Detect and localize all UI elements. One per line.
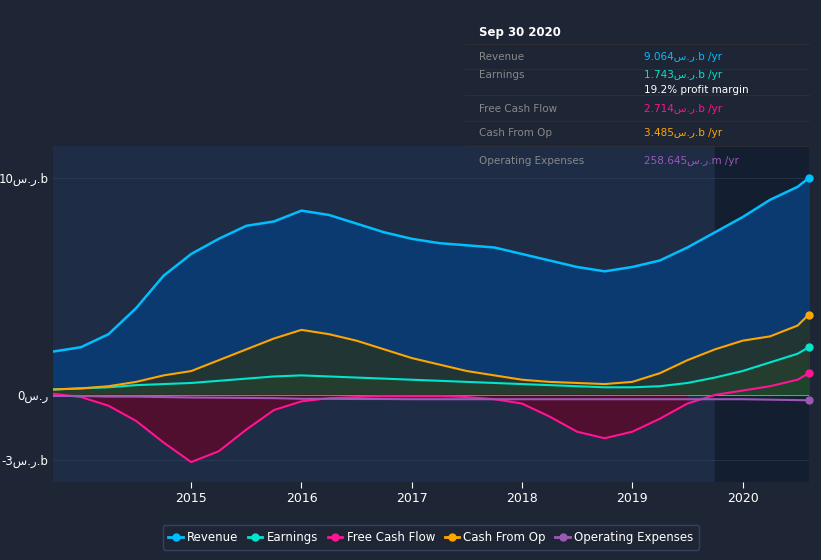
Text: 3.485س.ر.b /yr: 3.485س.ر.b /yr	[644, 128, 722, 138]
Text: Free Cash Flow: Free Cash Flow	[479, 104, 557, 114]
Text: Cash From Op: Cash From Op	[479, 128, 552, 138]
Text: Operating Expenses: Operating Expenses	[479, 156, 584, 166]
Text: 1.743س.ر.b /yr: 1.743س.ر.b /yr	[644, 70, 722, 80]
Text: 19.2% profit margin: 19.2% profit margin	[644, 85, 749, 95]
Text: 9.064س.ر.b /yr: 9.064س.ر.b /yr	[644, 52, 722, 62]
Text: 2.714س.ر.b /yr: 2.714س.ر.b /yr	[644, 104, 722, 114]
Text: Earnings: Earnings	[479, 70, 525, 80]
Legend: Revenue, Earnings, Free Cash Flow, Cash From Op, Operating Expenses: Revenue, Earnings, Free Cash Flow, Cash …	[163, 525, 699, 549]
Text: Revenue: Revenue	[479, 52, 524, 62]
Text: 258.645س.ر.m /yr: 258.645س.ر.m /yr	[644, 156, 739, 166]
Bar	[715, 146, 809, 482]
Text: Sep 30 2020: Sep 30 2020	[479, 26, 561, 39]
